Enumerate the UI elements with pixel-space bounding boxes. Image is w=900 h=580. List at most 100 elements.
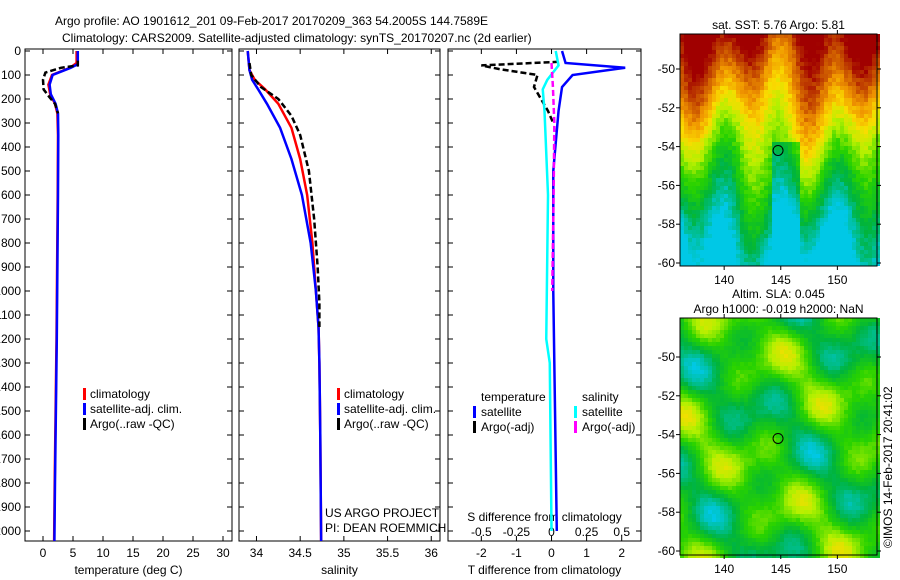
map-cell — [752, 406, 756, 410]
map-cell — [720, 338, 724, 342]
map-cell — [868, 50, 872, 54]
map-cell — [796, 382, 800, 386]
map-cell — [732, 338, 736, 342]
map-cell — [780, 150, 784, 154]
map-cell — [808, 418, 812, 422]
map-cell — [824, 422, 828, 426]
map-cell — [784, 354, 788, 358]
map-cell — [740, 458, 744, 462]
map-cell — [832, 122, 836, 126]
map-cell — [816, 78, 820, 82]
map-cell — [876, 318, 880, 322]
map-cell — [692, 418, 696, 422]
x2-tick-label: 0 — [548, 525, 555, 539]
map-cell — [824, 254, 828, 258]
map-cell — [804, 358, 808, 362]
map-cell — [772, 330, 776, 334]
map-cell — [840, 74, 844, 78]
map-cell — [804, 122, 808, 126]
map-cell — [692, 114, 696, 118]
map-cell — [708, 258, 712, 262]
map-cell — [684, 66, 688, 70]
map-cell — [732, 322, 736, 326]
map-cell — [696, 390, 700, 394]
map-cell — [856, 366, 860, 370]
map-cell — [748, 94, 752, 98]
map-cell — [788, 66, 792, 70]
map-cell — [796, 318, 800, 322]
map-cell — [860, 246, 864, 250]
map-cell — [872, 218, 876, 222]
map-cell — [752, 422, 756, 426]
map-cell — [804, 346, 808, 350]
map-cell — [772, 254, 776, 258]
map-cell — [732, 354, 736, 358]
map-cell — [796, 58, 800, 62]
map-cell — [728, 202, 732, 206]
map-cell — [796, 322, 800, 326]
map-cell — [716, 142, 720, 146]
map-cell — [744, 186, 748, 190]
map-cell — [760, 210, 764, 214]
map-cell — [772, 178, 776, 182]
map-cell — [828, 410, 832, 414]
map-cell — [720, 198, 724, 202]
map-cell — [800, 326, 804, 330]
map-cell — [816, 122, 820, 126]
map-cell — [748, 446, 752, 450]
map-cell — [752, 410, 756, 414]
map-cell — [692, 38, 696, 42]
map-cell — [824, 82, 828, 86]
map-cell — [768, 390, 772, 394]
map-cell — [876, 170, 880, 174]
map-cell — [752, 86, 756, 90]
map-cell — [776, 138, 780, 142]
map-cell — [760, 454, 764, 458]
map-cell — [768, 454, 772, 458]
map-cell — [684, 70, 688, 74]
map-cell — [828, 454, 832, 458]
map-cell — [796, 170, 800, 174]
map-cell — [700, 186, 704, 190]
map-cell — [688, 102, 692, 106]
map-cell — [800, 362, 804, 366]
map-cell — [732, 406, 736, 410]
map-cell — [788, 454, 792, 458]
map-cell — [740, 210, 744, 214]
map-cell — [696, 394, 700, 398]
map-cell — [828, 406, 832, 410]
map-cell — [772, 90, 776, 94]
map-cell — [848, 54, 852, 58]
map-cell — [764, 330, 768, 334]
map-cell — [816, 170, 820, 174]
map-cell — [744, 330, 748, 334]
map-cell — [844, 78, 848, 82]
map-cell — [756, 262, 760, 266]
map-cell — [800, 254, 804, 258]
map-cell — [772, 154, 776, 158]
map-cell — [816, 354, 820, 358]
map-cell — [876, 42, 880, 46]
map-cell — [836, 446, 840, 450]
map-cell — [808, 366, 812, 370]
map-cell — [852, 318, 856, 322]
map-cell — [800, 78, 804, 82]
map-cell — [768, 414, 772, 418]
map-cell — [856, 146, 860, 150]
map-cell — [876, 70, 880, 74]
map-cell — [732, 38, 736, 42]
map-cell — [808, 190, 812, 194]
map-cell — [800, 234, 804, 238]
map-cell — [704, 178, 708, 182]
map-cell — [840, 378, 844, 382]
map-cell — [744, 450, 748, 454]
map-cell — [772, 230, 776, 234]
map-cell — [824, 54, 828, 58]
map-cell — [728, 358, 732, 362]
map-cell — [724, 226, 728, 230]
map-cell — [844, 430, 848, 434]
map-cell — [800, 122, 804, 126]
map-cell — [760, 122, 764, 126]
map-cell — [876, 430, 880, 434]
map-cell — [872, 246, 876, 250]
